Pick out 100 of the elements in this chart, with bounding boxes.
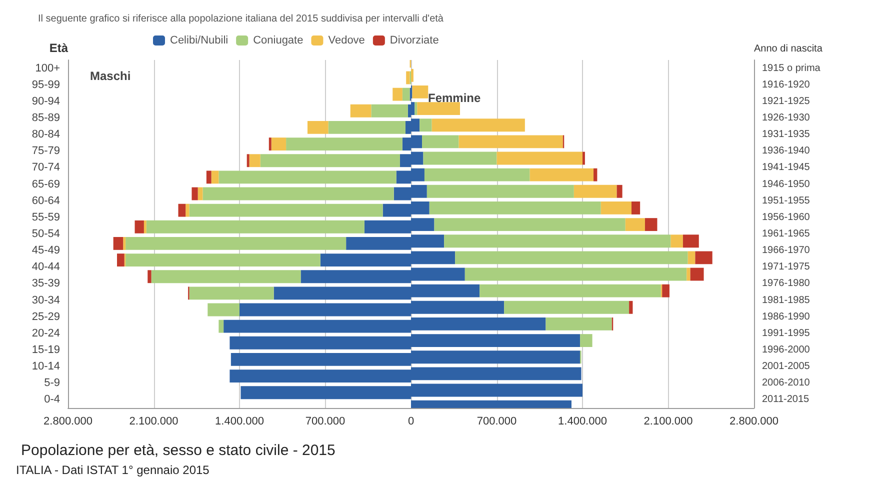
- y2-tick-label: 1991-1995: [762, 328, 810, 339]
- y-tick-label: 5-9: [44, 377, 60, 390]
- text: ITALIA - Dati ISTAT 1° gennaio 2015: [16, 463, 210, 477]
- y-tick-label: 80-84: [32, 128, 60, 141]
- y-tick-label: 15-19: [32, 344, 60, 356]
- bar: [455, 251, 688, 264]
- bar: [246, 154, 250, 168]
- bar: [414, 102, 418, 115]
- bar: [411, 102, 415, 115]
- bar: [198, 187, 203, 200]
- y-tick-label: 60-64: [32, 194, 60, 207]
- bar: [151, 270, 301, 284]
- y2-tick-label: 1946-1950: [762, 178, 810, 190]
- bar: [249, 154, 260, 168]
- y2-axis-title: Anno di nascita: [754, 44, 823, 54]
- x-tick-label: 2.100.000: [129, 416, 178, 428]
- y2-tick-label: 2006-2010: [762, 378, 810, 389]
- y2-tick-label: 1976-1980: [762, 278, 810, 290]
- y2-tick-label: 1921-1925: [762, 96, 810, 107]
- bar: [408, 104, 411, 118]
- bar: [260, 154, 400, 168]
- y-tick-label: 100+: [35, 62, 60, 74]
- y-tick-label: 65-69: [32, 178, 60, 190]
- bar: [616, 184, 622, 198]
- bar: [178, 204, 186, 217]
- bar: [580, 334, 592, 347]
- y-tick-label: 90-94: [32, 95, 60, 108]
- bar: [690, 268, 704, 281]
- bar: [422, 135, 459, 148]
- bar: [464, 268, 687, 281]
- x-tick-label: 700.000: [476, 416, 517, 428]
- bar: [546, 318, 612, 330]
- y2-tick-label: 1915 o prima: [762, 62, 821, 74]
- bar: [126, 254, 320, 266]
- y-tick-label: 40-44: [32, 261, 60, 274]
- y2-tick-label: 2001-2005: [762, 361, 810, 372]
- bar: [208, 303, 240, 316]
- bar: [123, 237, 126, 250]
- bar: [496, 152, 582, 165]
- y2-tick-label: 1996-2000: [762, 344, 810, 356]
- legend-label: Coniugate: [253, 34, 304, 46]
- bar: [218, 170, 396, 184]
- bar: [148, 270, 152, 284]
- bar: [423, 152, 497, 165]
- bar: [218, 320, 224, 333]
- bar: [192, 187, 198, 200]
- legend-label: Celibi/Nubili: [170, 34, 228, 46]
- x-tick-label: 0: [408, 416, 414, 428]
- bar: [424, 168, 530, 182]
- bar: [574, 184, 617, 198]
- bar: [458, 135, 563, 148]
- bar: [412, 86, 428, 98]
- y2-tick-label: 1931-1935: [762, 129, 810, 140]
- bar: [682, 234, 699, 248]
- bar: [271, 138, 286, 150]
- text: Il seguente grafico si riferisce alla popolazione italiana del 2015 suddivisa per intervalli d'età: [38, 14, 444, 24]
- bar: [189, 286, 274, 300]
- bar: [530, 168, 594, 182]
- y-tick-label: 0-4: [44, 394, 60, 406]
- y-axis-title: Età: [49, 41, 68, 55]
- bar: [144, 220, 146, 234]
- bar: [670, 234, 683, 248]
- bar: [632, 202, 640, 214]
- bar: [480, 284, 661, 298]
- bar: [350, 104, 372, 118]
- y2-tick-label: 1966-1970: [762, 245, 810, 256]
- annotation: Femmine: [428, 91, 482, 105]
- y-tick-label: 25-29: [32, 310, 60, 323]
- bar: [686, 268, 690, 281]
- y2-tick-label: 1956-1960: [762, 212, 810, 223]
- bar: [189, 204, 383, 217]
- y-tick-label: 95-99: [32, 78, 60, 91]
- bar: [406, 71, 410, 84]
- y-tick-label: 45-49: [32, 244, 60, 257]
- bar: [662, 284, 670, 298]
- bar: [371, 104, 408, 118]
- bar: [117, 254, 124, 266]
- bar: [206, 170, 212, 184]
- bar: [126, 237, 346, 250]
- bar: [629, 300, 633, 314]
- x-tick-label: 1.400.000: [215, 416, 264, 428]
- bar: [402, 88, 410, 101]
- y-tick-label: 10-14: [32, 360, 60, 373]
- x-tick-label: 2.800.000: [730, 416, 778, 428]
- x-tick-label: 1.400.000: [558, 416, 607, 428]
- bar: [429, 202, 601, 214]
- y-tick-label: 75-79: [32, 145, 60, 158]
- y2-tick-label: 1971-1975: [762, 262, 810, 273]
- bar: [504, 300, 630, 314]
- bar: [600, 202, 632, 214]
- y-tick-label: 20-24: [32, 327, 60, 340]
- y2-tick-label: 1926-1930: [762, 112, 810, 124]
- bar: [426, 184, 574, 198]
- bar: [625, 218, 645, 231]
- bar: [688, 251, 696, 264]
- bar: [644, 218, 658, 231]
- bar: [186, 204, 190, 217]
- bar: [420, 118, 432, 132]
- bar: [146, 220, 364, 234]
- y2-tick-label: 1936-1940: [762, 146, 810, 157]
